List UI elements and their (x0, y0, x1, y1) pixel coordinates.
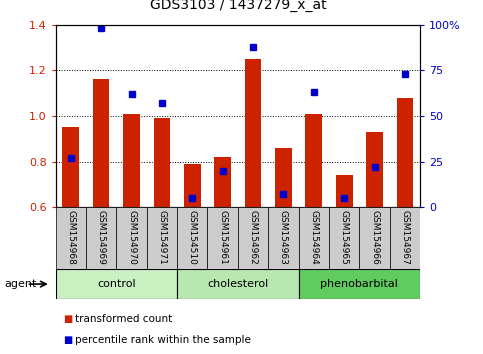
Bar (177, 207, 208, 269)
Text: control: control (97, 279, 136, 289)
Text: GSM154961: GSM154961 (218, 210, 227, 264)
Bar (214, 157, 231, 207)
Text: GSM154963: GSM154963 (279, 210, 288, 264)
Text: ■: ■ (63, 335, 72, 345)
Text: GSM154968: GSM154968 (66, 210, 75, 264)
Bar (208, 207, 238, 269)
Bar (305, 114, 322, 207)
Text: GSM154970: GSM154970 (127, 210, 136, 264)
Bar (298, 207, 329, 269)
Bar (147, 207, 177, 269)
Text: phenobarbital: phenobarbital (321, 279, 398, 289)
Bar (268, 207, 298, 269)
Text: GDS3103 / 1437279_x_at: GDS3103 / 1437279_x_at (150, 0, 326, 12)
Bar (86, 207, 116, 269)
Bar (298, 269, 420, 299)
Bar (62, 127, 79, 207)
Bar (275, 148, 292, 207)
Text: GSM154967: GSM154967 (400, 210, 410, 264)
Bar (184, 164, 200, 207)
Bar (56, 207, 86, 269)
Text: agent: agent (5, 279, 37, 289)
Bar (93, 79, 110, 207)
Text: transformed count: transformed count (75, 314, 172, 324)
Text: percentile rank within the sample: percentile rank within the sample (75, 335, 251, 345)
Bar (123, 114, 140, 207)
Bar (154, 118, 170, 207)
Text: GSM154969: GSM154969 (97, 210, 106, 264)
Bar (56, 269, 177, 299)
Bar (329, 207, 359, 269)
Bar (359, 207, 390, 269)
Text: GSM154966: GSM154966 (370, 210, 379, 264)
Bar (116, 207, 147, 269)
Bar (366, 132, 383, 207)
Text: GSM154971: GSM154971 (157, 210, 167, 264)
Bar (390, 207, 420, 269)
Text: cholesterol: cholesterol (207, 279, 269, 289)
Text: ■: ■ (63, 314, 72, 324)
Bar (177, 269, 298, 299)
Text: GSM154962: GSM154962 (249, 210, 257, 264)
Text: GSM154965: GSM154965 (340, 210, 349, 264)
Bar (245, 59, 261, 207)
Bar (238, 207, 268, 269)
Bar (397, 98, 413, 207)
Text: GSM154964: GSM154964 (309, 210, 318, 264)
Bar (336, 175, 353, 207)
Text: GSM154510: GSM154510 (188, 210, 197, 264)
